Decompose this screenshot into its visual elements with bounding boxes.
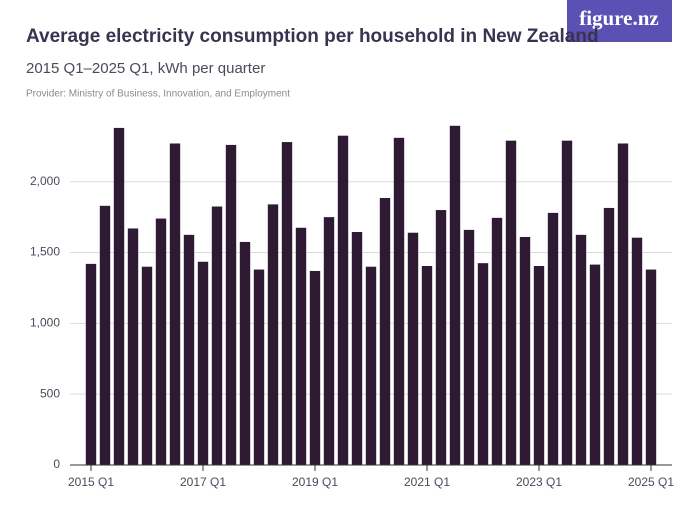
bar bbox=[519, 236, 531, 465]
bar bbox=[505, 140, 517, 465]
bar bbox=[449, 125, 461, 465]
bar bbox=[309, 270, 321, 465]
bar bbox=[533, 266, 545, 465]
bar bbox=[99, 205, 111, 465]
y-tick-label: 2,000 bbox=[30, 174, 60, 188]
bar bbox=[239, 241, 251, 465]
bar bbox=[113, 127, 125, 466]
bar bbox=[407, 232, 419, 465]
bar bbox=[589, 264, 601, 465]
bar bbox=[561, 140, 573, 465]
bar bbox=[603, 207, 615, 465]
bar bbox=[323, 217, 335, 465]
bar bbox=[225, 144, 237, 465]
bar bbox=[281, 142, 293, 465]
bar bbox=[617, 143, 629, 465]
bar bbox=[463, 229, 475, 465]
bar bbox=[365, 266, 377, 465]
bar bbox=[379, 198, 391, 465]
y-tick-label: 0 bbox=[53, 457, 60, 471]
bar bbox=[547, 212, 559, 465]
bar bbox=[127, 228, 139, 465]
bar bbox=[435, 210, 447, 465]
bar bbox=[169, 143, 181, 465]
x-tick-label: 2015 Q1 bbox=[68, 475, 114, 489]
bar bbox=[491, 217, 503, 465]
bar bbox=[155, 218, 167, 465]
chart-title: Average electricity consumption per hous… bbox=[26, 26, 599, 47]
bar bbox=[351, 232, 363, 465]
bar bbox=[477, 263, 489, 465]
logo: figure.nz bbox=[579, 6, 659, 30]
logo-box bbox=[567, 0, 672, 42]
bar bbox=[645, 269, 657, 465]
bar bbox=[295, 227, 307, 465]
y-tick-label: 500 bbox=[40, 386, 60, 400]
bar bbox=[197, 261, 209, 465]
provider: Provider: Ministry of Business, Innovati… bbox=[26, 89, 290, 100]
x-tick-label: 2019 Q1 bbox=[292, 475, 338, 489]
chart-subtitle: 2015 Q1–2025 Q1, kWh per quarter bbox=[26, 60, 265, 77]
bar bbox=[85, 263, 97, 465]
bar bbox=[421, 266, 433, 465]
bar bbox=[575, 234, 587, 465]
bar bbox=[211, 206, 223, 466]
bar bbox=[337, 135, 349, 465]
x-tick-label: 2017 Q1 bbox=[180, 475, 226, 489]
bar bbox=[631, 237, 643, 465]
x-tick-label: 2023 Q1 bbox=[516, 475, 562, 489]
y-tick-label: 1,000 bbox=[30, 316, 60, 330]
y-tick-label: 1,500 bbox=[30, 245, 60, 259]
x-tick-label: 2025 Q1 bbox=[628, 475, 674, 489]
bar bbox=[253, 269, 265, 465]
x-tick-label: 2021 Q1 bbox=[404, 475, 450, 489]
bar bbox=[393, 137, 405, 466]
bar bbox=[183, 234, 195, 465]
bar bbox=[267, 204, 279, 465]
bar bbox=[141, 266, 153, 465]
